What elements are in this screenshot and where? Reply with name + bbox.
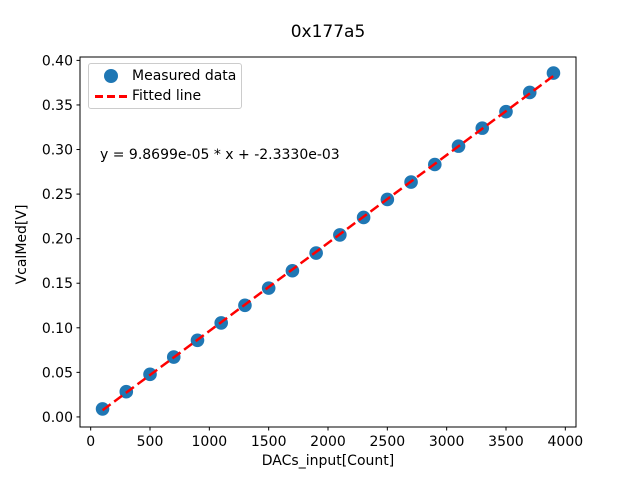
chart-title: 0x177a5 [290,22,366,42]
x-axis-label: DACs_input[Count] [261,453,395,469]
legend-swatch-box [89,69,132,83]
x-axis-tick-label: 0 [86,434,95,450]
x-axis-tick-label: 3500 [488,434,524,450]
x-axis-tick-label: 1500 [251,434,287,450]
legend-swatch-box [89,94,132,98]
y-axis-tick-label: 0.25 [42,187,73,203]
y-axis-tick-label: 0.00 [42,410,73,426]
fitted-line [101,74,555,412]
y-axis-tick-label: 0.05 [42,365,73,381]
legend-label-measured-data: Measured data [132,68,237,84]
y-axis-tick-label: 0.15 [42,276,73,292]
fit-equation-annotation: y = 9.8699e-05 * x + -2.3330e-03 [100,147,340,163]
scatter-marker-icon [103,69,118,83]
legend-label-fitted-line: Fitted line [132,88,202,104]
y-axis-tick-label: 0.35 [42,98,73,114]
x-axis-tick-label: 3000 [429,434,465,450]
y-axis-tick-label: 0.30 [42,143,73,159]
y-axis-tick-label: 0.20 [42,232,73,248]
x-axis-tick-label: 4000 [548,434,584,450]
y-axis-tick-label: 0.40 [42,53,73,69]
x-axis-tick-label: 1000 [192,434,228,450]
legend-item-fitted-line: Fitted line [89,86,241,106]
data-point [546,66,561,80]
y-axis-label: VcalMed[V] [14,204,30,285]
x-axis-tick-label: 500 [137,434,164,450]
legend: Measured data Fitted line [88,63,242,109]
x-axis-tick-label: 2500 [370,434,406,450]
axes-spines [79,56,577,428]
legend-item-measured-data: Measured data [89,66,241,86]
y-axis-tick-label: 0.10 [42,321,73,337]
dashed-line-icon [94,94,127,98]
x-axis-tick-label: 2000 [310,434,346,450]
